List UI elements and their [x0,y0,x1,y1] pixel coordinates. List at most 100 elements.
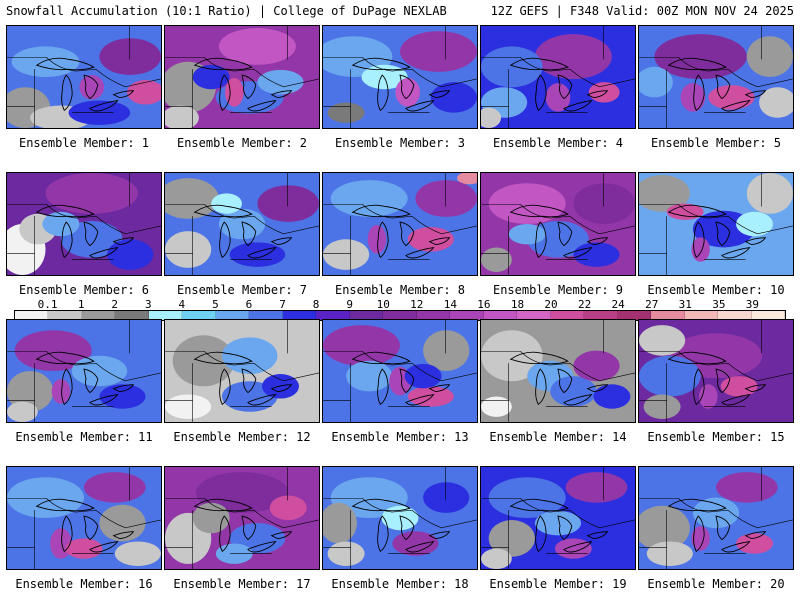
snowfall-map[interactable] [6,172,162,276]
member-panel[interactable]: Ensemble Member: 18 [322,466,478,591]
snowfall-region [573,350,620,382]
member-panel[interactable]: Ensemble Member: 16 [6,466,162,591]
member-panel[interactable]: Ensemble Member: 9 [480,172,636,297]
snowfall-region [565,472,628,503]
scale-swatch [81,311,116,320]
map-canvas [639,320,793,422]
member-panel[interactable]: Ensemble Member: 12 [164,319,320,444]
snowfall-map[interactable] [638,466,794,570]
scale-swatch [182,311,216,320]
lake-erie-outline [247,246,277,259]
snowfall-region [395,78,421,107]
snowfall-map[interactable] [6,25,162,129]
us-canada-border [639,351,793,382]
member-panel[interactable]: Ensemble Member: 7 [164,172,320,297]
lake-superior-outline [667,351,727,365]
member-panel[interactable]: Ensemble Member: 10 [638,172,794,297]
snowfall-region [99,384,146,409]
snowfall-region [323,325,400,366]
lake-huron-outline [241,368,257,394]
snowfall-region [593,384,631,409]
us-canada-border [165,57,319,88]
lake-erie-outline [563,540,593,553]
member-panel[interactable]: Ensemble Member: 11 [6,319,162,444]
scale-swatch [751,311,786,320]
snowfall-region [692,497,740,529]
snowfall-region [639,66,673,98]
snowfall-map[interactable] [480,319,636,423]
lake-superior-outline [193,204,253,218]
scale-ticks: 0.1 1 2 3 4 5 6 7 8 9 10 12 14 16 18 20 22 24 27 31 35 39 [14,298,786,311]
snowfall-map[interactable] [164,319,320,423]
lake-superior-outline [351,498,411,512]
member-panel[interactable]: Ensemble Member: 15 [638,319,794,444]
snowfall-region [720,376,758,397]
map-canvas [165,173,319,275]
lake-michigan-outline [219,221,231,258]
scale-tick-label: 7 [279,298,286,311]
scale-tick-label: 31 [678,298,692,311]
member-panel[interactable]: Ensemble Member: 5 [638,25,794,150]
lake-superior-outline [351,57,411,71]
snowfall-region [534,34,612,80]
member-panel[interactable]: Ensemble Member: 13 [322,319,478,444]
snowfall-region [407,386,454,407]
scale-tick-label: 14 [443,298,457,311]
snowfall-region [666,203,704,220]
snowfall-map[interactable] [6,466,162,570]
scale-swatch [349,311,384,320]
snowfall-region [68,100,131,125]
snowfall-map[interactable] [164,25,320,129]
lake-ontario-outline [428,90,451,99]
member-panel[interactable]: Ensemble Member: 20 [638,466,794,591]
member-label: Ensemble Member: 19 [489,577,627,591]
snowfall-map[interactable] [480,25,636,129]
member-label: Ensemble Member: 16 [15,577,153,591]
lake-erie-outline [89,99,119,112]
scale-swatch [282,311,317,320]
snowfall-region [481,107,502,128]
snowfall-region [14,330,92,371]
member-panel[interactable]: Ensemble Member: 4 [480,25,636,150]
snowfall-region [481,46,543,88]
snowfall-region [99,38,161,75]
member-panel[interactable]: Ensemble Member: 3 [322,25,478,150]
member-panel[interactable]: Ensemble Member: 8 [322,172,478,297]
lake-huron-outline [557,74,573,100]
member-panel[interactable]: Ensemble Member: 14 [480,319,636,444]
snowfall-map[interactable] [480,466,636,570]
snowfall-map[interactable] [322,172,478,276]
lake-erie-outline [563,246,593,259]
member-panel[interactable]: Ensemble Member: 1 [6,25,162,150]
lake-michigan-outline [693,368,705,405]
snowfall-map[interactable] [164,172,320,276]
snowfall-map[interactable] [6,319,162,423]
snowfall-map[interactable] [638,25,794,129]
snowfall-region [488,477,566,518]
snowfall-region [327,102,365,123]
lake-michigan-outline [219,368,231,405]
snowfall-map[interactable] [322,25,478,129]
snowfall-region [746,173,793,214]
snowfall-region [554,538,592,559]
member-panel[interactable]: Ensemble Member: 19 [480,466,636,591]
scale-swatch [584,311,618,320]
snowfall-region [430,82,477,113]
snowfall-map[interactable] [638,172,794,276]
member-panel[interactable]: Ensemble Member: 6 [6,172,162,297]
snowfall-map[interactable] [638,319,794,423]
snowfall-map[interactable] [164,466,320,570]
snowfall-region [229,242,286,267]
snowfall-region [680,83,706,112]
scale-swatch [550,311,585,320]
snowfall-map[interactable] [322,466,478,570]
us-canada-border [165,204,319,235]
map-canvas [165,26,319,128]
snowfall-map[interactable] [480,172,636,276]
member-panel[interactable]: Ensemble Member: 2 [164,25,320,150]
scale-tick-label: 22 [577,298,592,311]
snowfall-region [759,87,793,118]
member-panel[interactable]: Ensemble Member: 17 [164,466,320,591]
snowfall-region [269,495,307,521]
snowfall-map[interactable] [322,319,478,423]
